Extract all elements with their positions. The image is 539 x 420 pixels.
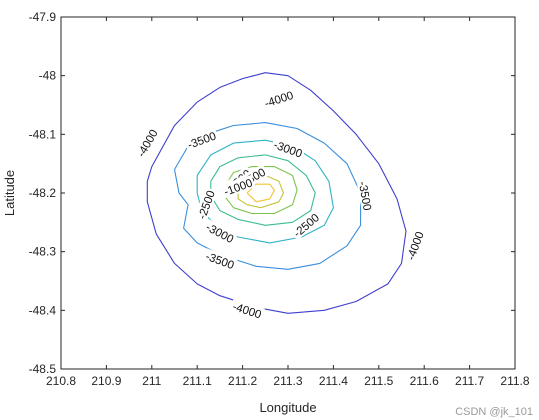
contour-label-bg xyxy=(402,227,427,264)
contour-line-3000 xyxy=(196,139,334,244)
contour-label-bg xyxy=(202,218,238,246)
x-tick-label: 211.5 xyxy=(364,374,393,388)
x-tick-label: 211.2 xyxy=(228,374,257,388)
contour-label-bg xyxy=(183,127,220,152)
contour-label-bg xyxy=(229,298,265,322)
y-tick-label: -48 xyxy=(39,69,57,83)
watermark: CSDN @jk_101 xyxy=(455,406,533,418)
x-tick-label: 211 xyxy=(142,374,161,388)
x-tick-label: 211.3 xyxy=(273,374,302,388)
y-tick-label: -48.1 xyxy=(29,127,57,141)
contour-line-1000 xyxy=(246,183,275,203)
plot-area xyxy=(60,16,516,370)
contour-label-bg xyxy=(261,87,297,110)
x-tick-label: 211.8 xyxy=(500,374,529,388)
contour-line-3500 xyxy=(173,122,362,270)
contour-label-bg xyxy=(202,248,238,272)
x-tick-label: 211.4 xyxy=(319,374,348,388)
y-axis-label: Latitude xyxy=(2,170,17,216)
contour-labels: -4000-4000-4000-4000-3500-3500-3500-3000… xyxy=(132,87,427,322)
contour-label-bg xyxy=(356,178,375,214)
y-tick-label: -48.2 xyxy=(29,186,57,200)
x-tick-label: 211.1 xyxy=(183,374,212,388)
x-tick-label: 210.9 xyxy=(91,374,121,388)
x-axis-label: Longitude xyxy=(259,400,316,415)
x-tick-label: 211.7 xyxy=(455,374,484,388)
contour-label-bg xyxy=(132,125,161,161)
x-axis-ticks: 210.8 210.9 211 211.1 211.2 211.3 211.4 211.5 21… xyxy=(46,17,530,388)
contour-label: -3500 xyxy=(356,178,375,214)
y-axis-ticks: -47.9 -48 -48.1 -48.2 -48.3 -48.4 -48.5 xyxy=(29,10,515,376)
contour-line-2500 xyxy=(210,154,316,226)
y-tick-label: -48.3 xyxy=(29,245,57,259)
contour-label-bg xyxy=(289,209,323,241)
x-tick-label: 210.8 xyxy=(46,374,76,388)
x-tick-label: 211.6 xyxy=(410,374,439,388)
contour-label-bg xyxy=(220,174,256,199)
contour-label-bg xyxy=(194,186,218,223)
y-tick-label: -48.5 xyxy=(29,362,57,376)
y-tick-label: -48.4 xyxy=(29,303,57,317)
contour-line-4000 xyxy=(146,72,407,314)
contour-label-text: -3500 xyxy=(356,181,373,212)
contour-label-bg xyxy=(270,136,306,161)
y-tick-label: -47.9 xyxy=(29,10,57,24)
contour-line-2000 xyxy=(223,166,298,215)
